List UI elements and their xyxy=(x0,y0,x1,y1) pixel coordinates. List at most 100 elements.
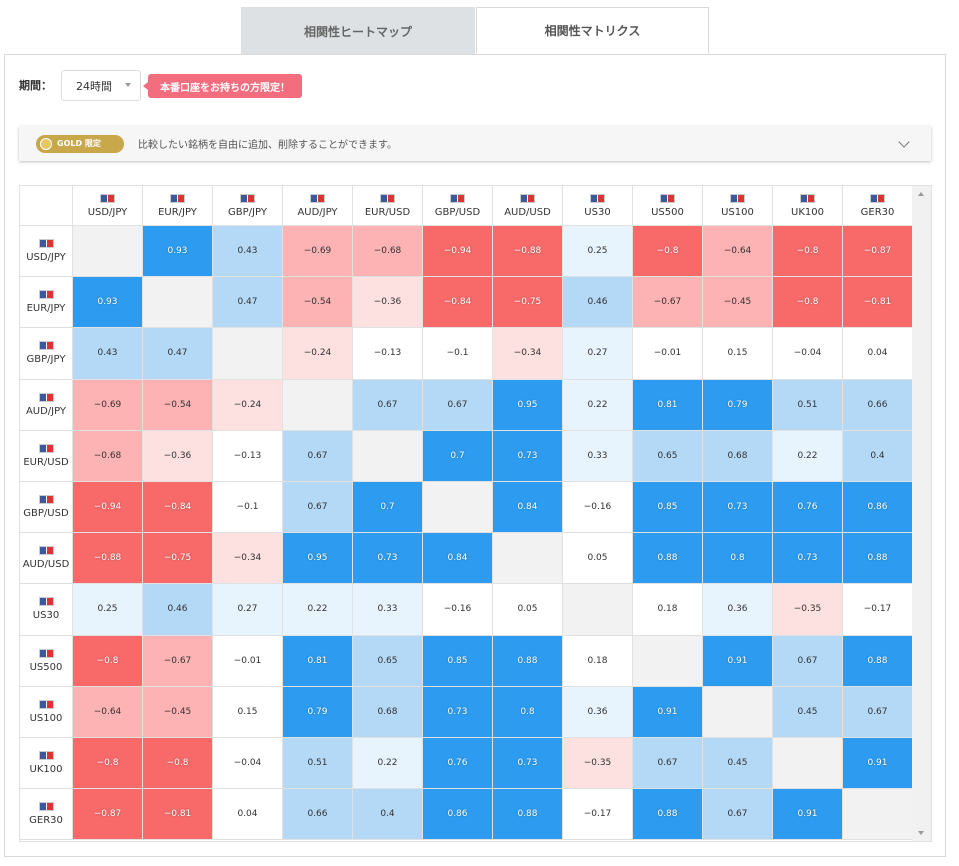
row-header: US30 xyxy=(20,584,73,636)
correlation-cell: 0.73 xyxy=(353,533,423,585)
correlation-cell: −0.04 xyxy=(213,738,283,790)
diagonal-cell xyxy=(703,686,773,738)
us-flag-icon xyxy=(660,193,675,203)
period-label: 期間： xyxy=(19,79,52,92)
correlation-cell: −0.84 xyxy=(423,277,493,329)
correlation-cell: 0.93 xyxy=(143,226,213,278)
us-flag-icon xyxy=(730,193,745,203)
correlation-cell: 0.95 xyxy=(493,379,563,431)
correlation-cell: 0.88 xyxy=(633,533,703,585)
row-header: EUR/USD xyxy=(20,430,73,482)
correlation-cell: 0.47 xyxy=(213,277,283,329)
diagonal-cell xyxy=(73,226,143,278)
correlation-cell: 0.81 xyxy=(283,635,353,687)
period-select[interactable]: 24時間 xyxy=(61,70,141,101)
correlation-cell: 0.88 xyxy=(493,635,563,687)
us-jp-flag-icon xyxy=(38,239,54,249)
correlation-cell: −0.36 xyxy=(353,277,423,329)
correlation-cell: −0.8 xyxy=(73,738,143,790)
us-flag-icon xyxy=(38,699,54,709)
period-value: 24時間 xyxy=(76,79,112,93)
correlation-cell: −0.81 xyxy=(843,277,913,329)
correlation-cell: −0.75 xyxy=(143,533,213,585)
correlation-cell: 0.51 xyxy=(773,379,843,431)
correlation-cell: −0.8 xyxy=(143,738,213,790)
correlation-cell: 0.18 xyxy=(563,635,633,687)
column-header: US500 xyxy=(633,186,703,226)
correlation-cell: 0.36 xyxy=(563,686,633,738)
correlation-cell: −0.54 xyxy=(283,277,353,329)
correlation-cell: 0.91 xyxy=(703,635,773,687)
correlation-cell: −0.35 xyxy=(773,584,843,636)
correlation-cell: −0.13 xyxy=(353,328,423,380)
correlation-cell: −0.68 xyxy=(353,226,423,278)
correlation-cell: −0.67 xyxy=(143,635,213,687)
correlation-cell: 0.95 xyxy=(283,533,353,585)
correlation-cell: −0.01 xyxy=(633,328,703,380)
correlation-cell: −0.16 xyxy=(563,482,633,534)
column-header: AUD/JPY xyxy=(283,186,353,226)
correlation-cell: 0.67 xyxy=(283,430,353,482)
us-flag-icon xyxy=(38,648,54,658)
correlation-cell: 0.91 xyxy=(633,686,703,738)
correlation-cell: 0.73 xyxy=(423,686,493,738)
correlation-cell: −0.1 xyxy=(213,482,283,534)
column-header: GBP/USD xyxy=(423,186,493,226)
chevron-down-icon[interactable] xyxy=(898,136,910,148)
row-header-label: US30 xyxy=(32,610,60,622)
correlation-cell: 0.91 xyxy=(773,789,843,841)
diagonal-cell xyxy=(353,430,423,482)
diagonal-cell xyxy=(283,379,353,431)
correlation-cell: −0.64 xyxy=(703,226,773,278)
correlation-cell: 0.84 xyxy=(423,533,493,585)
correlation-cell: 0.22 xyxy=(283,584,353,636)
eu-us-flag-icon xyxy=(380,193,395,203)
correlation-cell: 0.76 xyxy=(773,482,843,534)
correlation-cell: 0.18 xyxy=(633,584,703,636)
diagonal-cell xyxy=(143,277,213,329)
scroll-down-icon[interactable] xyxy=(918,831,924,835)
correlation-cell: 0.65 xyxy=(353,635,423,687)
gold-feature-text: 比較したい銘柄を自由に追加、削除することができます。 xyxy=(138,140,397,151)
correlation-cell: −0.17 xyxy=(843,584,913,636)
correlation-cell: 0.88 xyxy=(843,533,913,585)
correlation-cell: 0.45 xyxy=(703,738,773,790)
correlation-cell: 0.27 xyxy=(563,328,633,380)
correlation-cell: 0.85 xyxy=(423,635,493,687)
correlation-cell: −0.34 xyxy=(213,533,283,585)
correlation-cell: 0.8 xyxy=(703,533,773,585)
column-header-label: EUR/USD xyxy=(364,206,411,218)
row-header-label: US500 xyxy=(29,661,63,673)
row-header: AUD/JPY xyxy=(20,379,73,431)
correlation-cell: 0.22 xyxy=(773,430,843,482)
correlation-cell: 0.73 xyxy=(703,482,773,534)
correlation-cell: 0.73 xyxy=(493,738,563,790)
scroll-up-icon[interactable] xyxy=(918,192,924,196)
row-header: US500 xyxy=(20,635,73,687)
correlation-cell: 0.84 xyxy=(493,482,563,534)
tab-heatmap[interactable]: 相関性ヒートマップ xyxy=(241,7,475,54)
row-header: EUR/JPY xyxy=(20,277,73,329)
column-header: US100 xyxy=(703,186,773,226)
correlation-cell: 0.47 xyxy=(143,328,213,380)
correlation-cell: 0.22 xyxy=(563,379,633,431)
gold-feature-bar[interactable]: GOLD 限定 比較したい銘柄を自由に追加、削除することができます。 xyxy=(19,126,931,161)
row-header-label: UK100 xyxy=(29,764,63,776)
column-header: UK100 xyxy=(773,186,843,226)
column-header-label: GER30 xyxy=(860,206,895,218)
column-header: GER30 xyxy=(843,186,913,226)
correlation-cell: 0.67 xyxy=(633,738,703,790)
correlation-cell: −0.84 xyxy=(143,482,213,534)
column-header-label: US30 xyxy=(584,206,611,218)
correlation-cell: −0.8 xyxy=(633,226,703,278)
correlation-cell: 0.33 xyxy=(563,430,633,482)
correlation-cell: 0.93 xyxy=(73,277,143,329)
correlation-cell: 0.04 xyxy=(843,328,913,380)
correlation-cell: 0.05 xyxy=(563,533,633,585)
matrix-scrollbar[interactable] xyxy=(912,186,931,841)
correlation-matrix: USD/JPY USD/JPY EUR/JPY EUR/JPY GBP/JPY GBP/J… xyxy=(19,185,932,842)
correlation-cell: 0.4 xyxy=(353,789,423,841)
tab-matrix[interactable]: 相関性マトリクス xyxy=(476,7,709,54)
row-header: GBP/JPY xyxy=(20,328,73,380)
au-us-flag-icon xyxy=(38,546,54,556)
